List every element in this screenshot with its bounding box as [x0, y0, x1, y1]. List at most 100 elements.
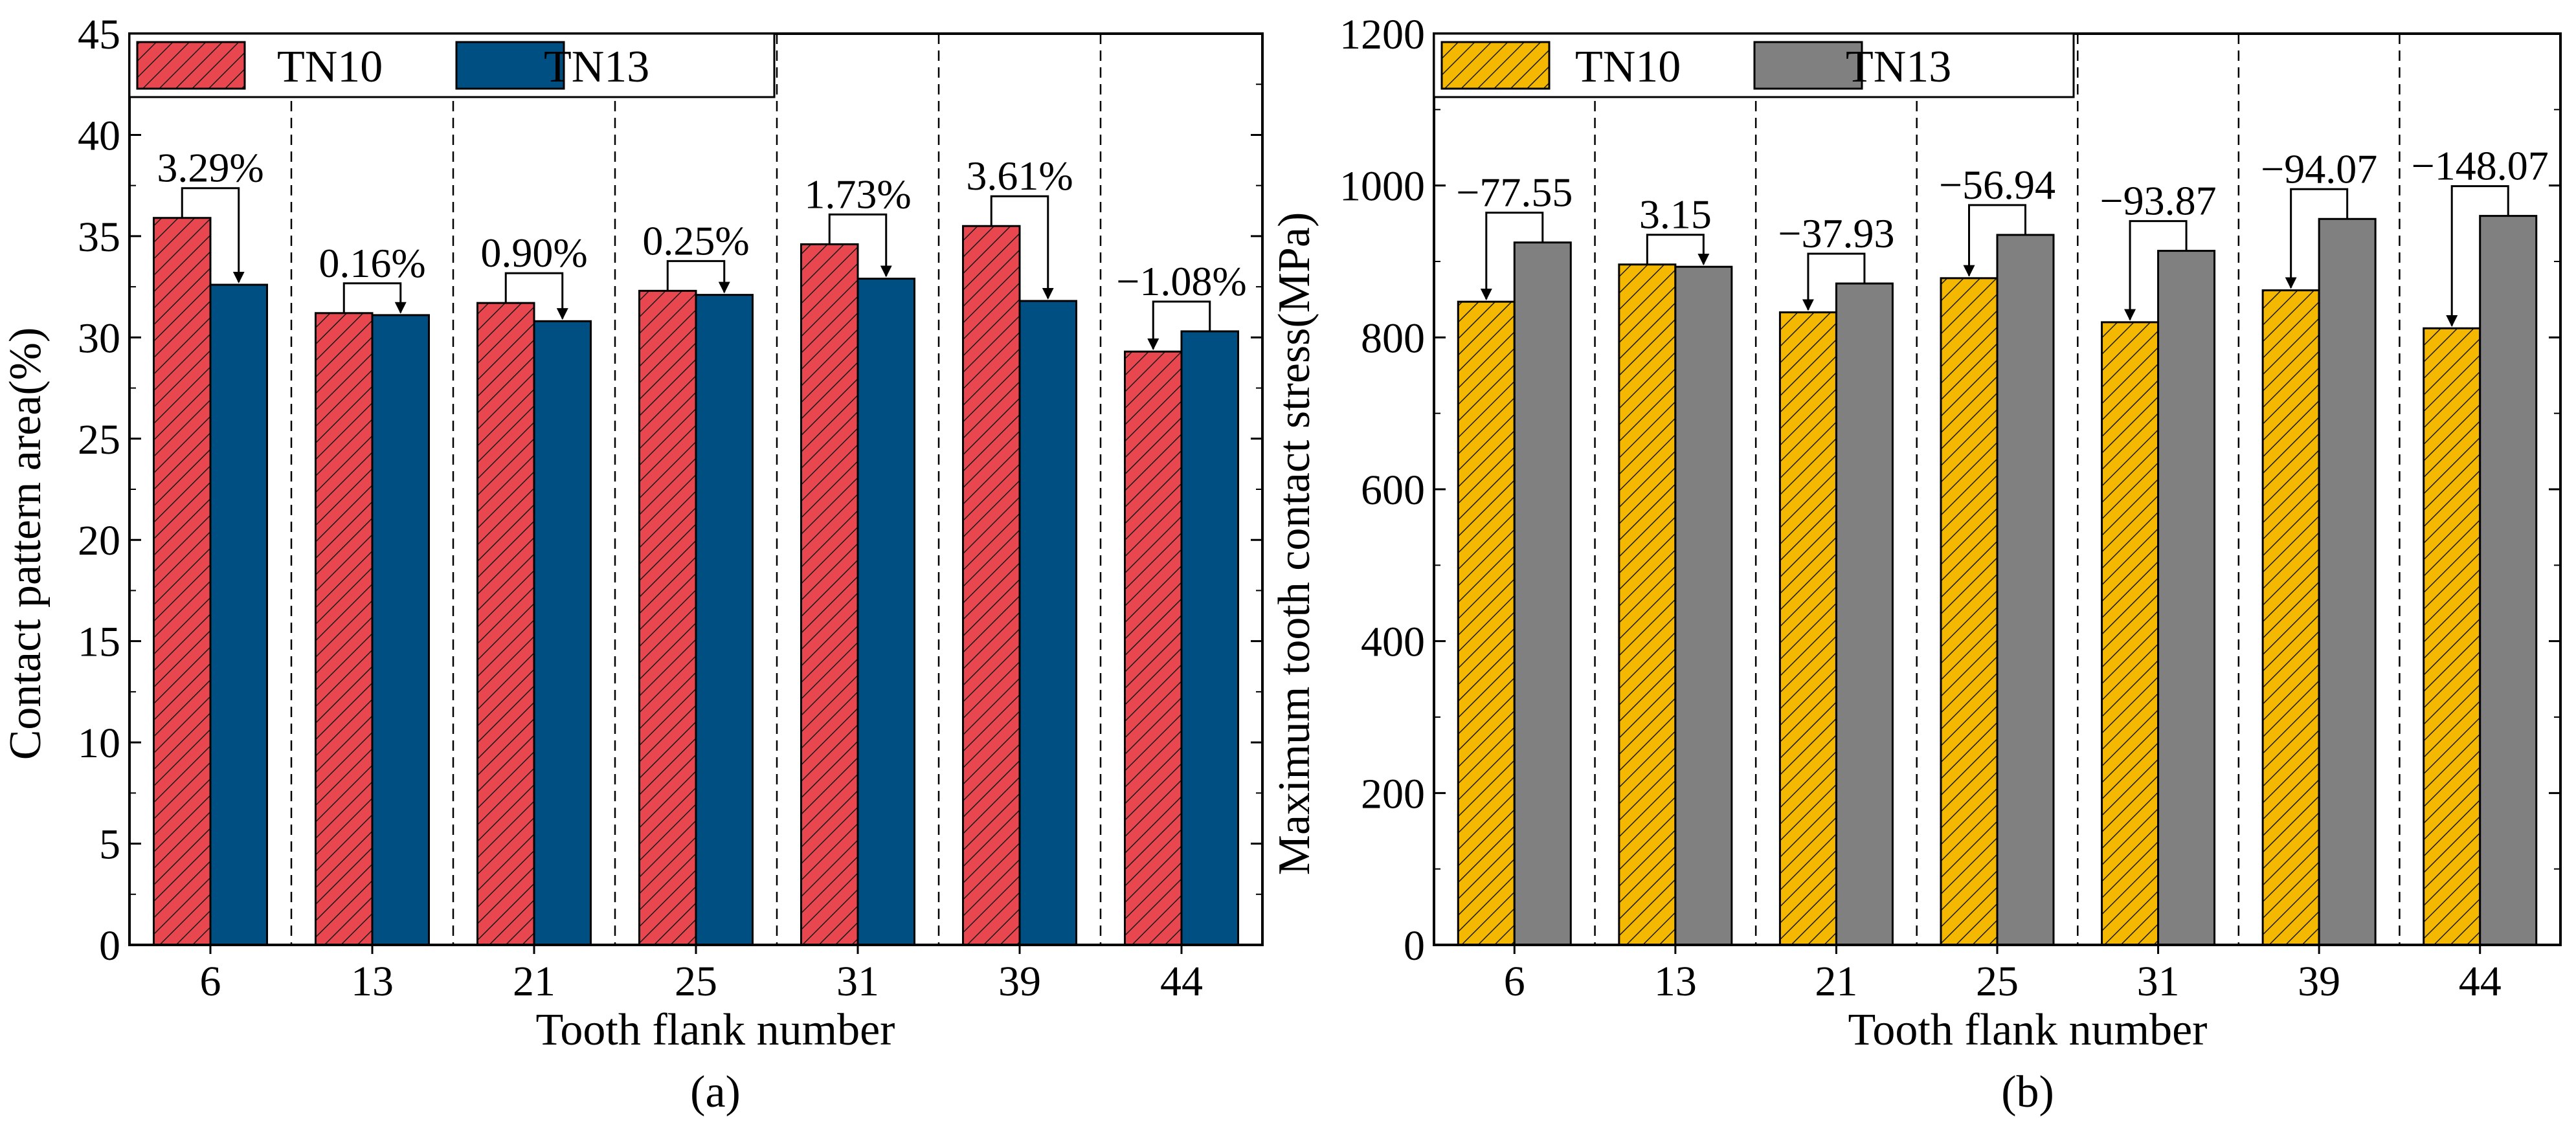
y-tick-label: 0 [1404, 922, 1425, 969]
bar-tn10-25 [1940, 277, 1999, 946]
legend-swatch-tn13 [455, 41, 565, 90]
difference-label: 3.61% [966, 153, 1073, 199]
y-tick-label: 400 [1361, 619, 1425, 666]
legend-label-tn10: TN10 [277, 42, 383, 92]
bar-tn10-21 [1778, 311, 1837, 946]
bar-tn10-31 [2101, 321, 2160, 946]
difference-arrow [1646, 234, 1710, 266]
difference-arrow [181, 187, 245, 283]
legend-label-tn13: TN13 [544, 42, 649, 92]
panel-b-x-axis-title: Tooth flank number [1848, 1005, 2208, 1055]
difference-arrow [828, 213, 892, 278]
panel-a-legend: TN10 TN13 [128, 32, 776, 98]
bar-tn13-44 [1180, 330, 1239, 946]
bar-tn13-13 [371, 314, 430, 946]
difference-arrow [504, 272, 568, 320]
bar-tn13-6 [1513, 241, 1572, 946]
difference-label: 0.90% [480, 230, 587, 276]
bar-tn13-25 [695, 294, 754, 946]
x-tick-label: 13 [351, 958, 394, 1005]
bar-tn10-31 [800, 243, 859, 946]
difference-arrow [342, 282, 407, 314]
panel-a-y-axis-title: Contact pattern area(%) [1, 327, 50, 760]
y-tick-label: 35 [78, 214, 120, 261]
bar-tn13-6 [209, 283, 268, 946]
x-tick-label: 39 [2298, 958, 2340, 1005]
y-tick-label: 40 [78, 112, 120, 159]
bar-tn10-44 [2423, 327, 2481, 946]
bar-tn13-39 [2318, 217, 2377, 946]
y-tick-label: 1200 [1339, 11, 1425, 58]
y-tick-label: 800 [1361, 315, 1425, 362]
x-tick-label: 13 [1654, 958, 1697, 1005]
difference-arrow [2124, 220, 2188, 321]
panel-a-axes: 6 13 21 25 31 39 44 0 5 10 15 20 25 30 35 40 45 [78, 11, 1264, 1005]
bar-tn13-13 [1674, 265, 1733, 946]
panel-b-y-axis-title: Maximum tooth contact stress(MPa) [1270, 212, 1319, 876]
bar-tn10-39 [962, 225, 1021, 946]
difference-label: 3.29% [157, 145, 263, 191]
difference-label: 1.73% [804, 171, 911, 217]
bar-tn13-31 [2157, 250, 2216, 946]
panel-b-annotations: −77.55 3.15 −37.93 −56.94 −93.87 −94.07 −148.0… [1456, 143, 2549, 327]
difference-arrow [990, 195, 1054, 300]
x-tick-label: 21 [1815, 958, 1857, 1005]
x-tick-label: 44 [1160, 958, 1203, 1005]
y-tick-label: 600 [1361, 467, 1425, 514]
bar-tn10-6 [1457, 300, 1516, 946]
x-tick-label: 6 [1504, 958, 1525, 1005]
x-tick-label: 25 [1976, 958, 2019, 1005]
difference-arrow [1802, 252, 1866, 311]
panel-a-bars [153, 217, 1239, 946]
y-tick-label: 30 [78, 315, 120, 362]
y-tick-label: 1000 [1339, 163, 1425, 210]
legend-swatch-tn10 [136, 41, 246, 90]
difference-arrow [1963, 204, 2026, 277]
bar-tn10-44 [1124, 350, 1183, 946]
legend-swatch-tn10 [1440, 41, 1551, 90]
difference-arrow [2285, 188, 2349, 289]
difference-label: 3.15 [1639, 192, 1712, 238]
difference-arrow [666, 260, 730, 294]
panel-b-legend: TN10 TN13 [1433, 32, 2075, 98]
x-tick-label: 31 [2137, 958, 2180, 1005]
panel-a-label: (a) [690, 1067, 741, 1117]
bar-tn10-25 [638, 289, 697, 946]
panel-a-x-axis-title: Tooth flank number [536, 1005, 895, 1055]
difference-arrow [2446, 185, 2509, 327]
difference-label: 0.16% [319, 240, 425, 286]
bar-tn10-13 [315, 312, 374, 946]
x-tick-label: 44 [2459, 958, 2502, 1005]
bar-tn13-25 [1996, 234, 2055, 946]
legend-label-tn10: TN10 [1575, 42, 1681, 92]
y-tick-label: 0 [99, 922, 120, 969]
bar-tn10-21 [476, 302, 535, 946]
bar-tn13-21 [1835, 282, 1894, 946]
x-tick-label: 21 [513, 958, 555, 1005]
panel-a-separators [290, 34, 1102, 945]
y-tick-label: 25 [78, 416, 120, 463]
difference-label: −1.08% [1116, 258, 1246, 304]
y-tick-label: 10 [78, 720, 120, 767]
x-tick-label: 31 [836, 958, 879, 1005]
bar-tn10-6 [153, 217, 212, 946]
bar-tn13-44 [2479, 215, 2538, 946]
difference-label: −93.87 [2100, 178, 2217, 224]
difference-label: −94.07 [2261, 146, 2377, 192]
y-tick-label: 45 [78, 11, 120, 58]
difference-label: −56.94 [1939, 162, 2055, 208]
contact-area-chart: 3.29% 0.16% 0.90% 0.25% 1.73% 3.61% −1.08% 6 13… [1, 11, 1264, 1117]
difference-arrow [1147, 300, 1211, 351]
y-tick-label: 5 [99, 821, 120, 869]
panel-a-annotations: 3.29% 0.16% 0.90% 0.25% 1.73% 3.61% −1.08% [157, 145, 1247, 351]
y-tick-label: 200 [1361, 770, 1425, 817]
difference-arrow [1480, 212, 1544, 300]
bar-tn13-31 [857, 278, 915, 946]
bar-tn10-13 [1618, 263, 1677, 946]
legend-swatch-tn13 [1753, 41, 1863, 90]
panel-b-separators [1594, 34, 2401, 945]
panel-b-label: (b) [2001, 1067, 2054, 1117]
bar-tn13-21 [533, 320, 592, 946]
difference-label: 0.25% [642, 217, 749, 263]
